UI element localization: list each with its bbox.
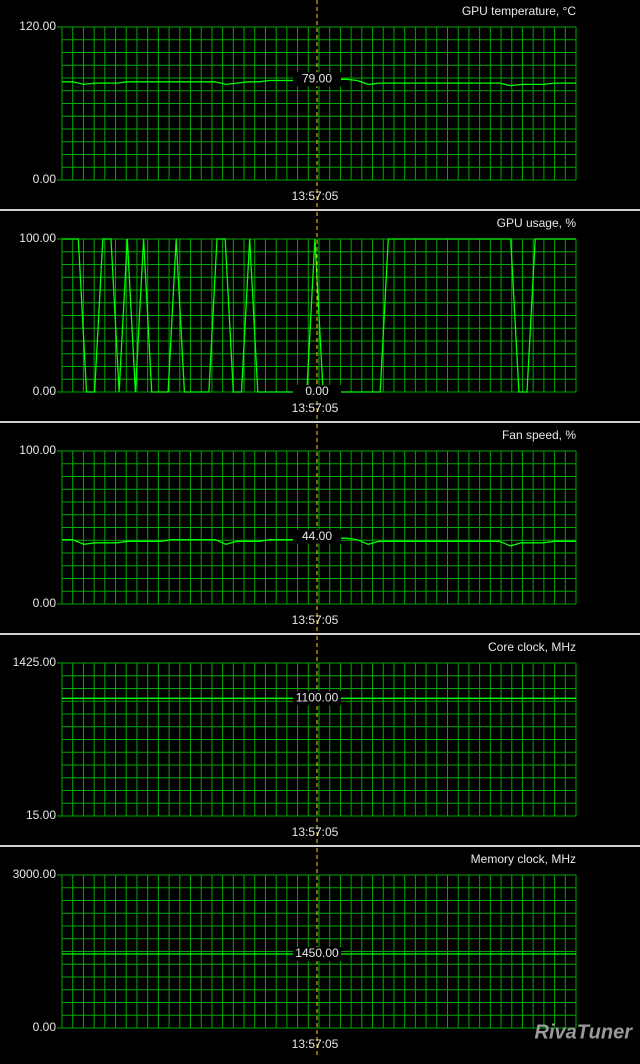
cursor-value-bg: [293, 947, 341, 962]
cursor-time: 13:57:05: [292, 189, 339, 203]
cursor-value-bg: [293, 72, 341, 87]
panel-title: Fan speed, %: [502, 428, 576, 442]
y-tick-label: 0.00: [33, 172, 57, 186]
panel-title: GPU temperature, °C: [462, 4, 577, 18]
cursor-time: 13:57:05: [292, 401, 339, 415]
cursor-time: 13:57:05: [292, 825, 339, 839]
panel-separator: [0, 845, 640, 847]
panel-separator: [0, 633, 640, 635]
y-tick-label: 3000.00: [13, 867, 57, 881]
cursor-value: 1100.00: [296, 690, 339, 704]
data-line: [62, 238, 576, 393]
cursor-value: 44.00: [302, 529, 332, 543]
y-tick-label: 100.00: [19, 231, 56, 245]
y-tick-label: 0.00: [33, 596, 57, 610]
cursor-value-bg: [293, 385, 341, 399]
panel-separator: [0, 421, 640, 423]
panel-title: GPU usage, %: [497, 216, 577, 230]
cursor-time: 13:57:05: [292, 1037, 339, 1051]
cursor-value-bg: [293, 529, 341, 544]
cursor-value: 0.00: [305, 384, 329, 398]
y-tick-label: 15.00: [26, 808, 56, 822]
panel-separator: [0, 209, 640, 211]
y-tick-label: 0.00: [33, 1020, 57, 1034]
cursor-value: 79.00: [302, 71, 332, 85]
cursor-value-bg: [293, 691, 341, 706]
logo: RivaTuner: [535, 1021, 634, 1043]
y-tick-label: 120.00: [19, 19, 56, 33]
panel-title: Core clock, MHz: [488, 640, 576, 654]
y-tick-label: 100.00: [19, 443, 56, 457]
cursor-value: 1450.00: [295, 946, 339, 960]
y-tick-label: 1425.00: [13, 655, 57, 669]
y-tick-label: 0.00: [33, 384, 57, 398]
panel-title: Memory clock, MHz: [471, 852, 576, 866]
cursor-time: 13:57:05: [292, 613, 339, 627]
